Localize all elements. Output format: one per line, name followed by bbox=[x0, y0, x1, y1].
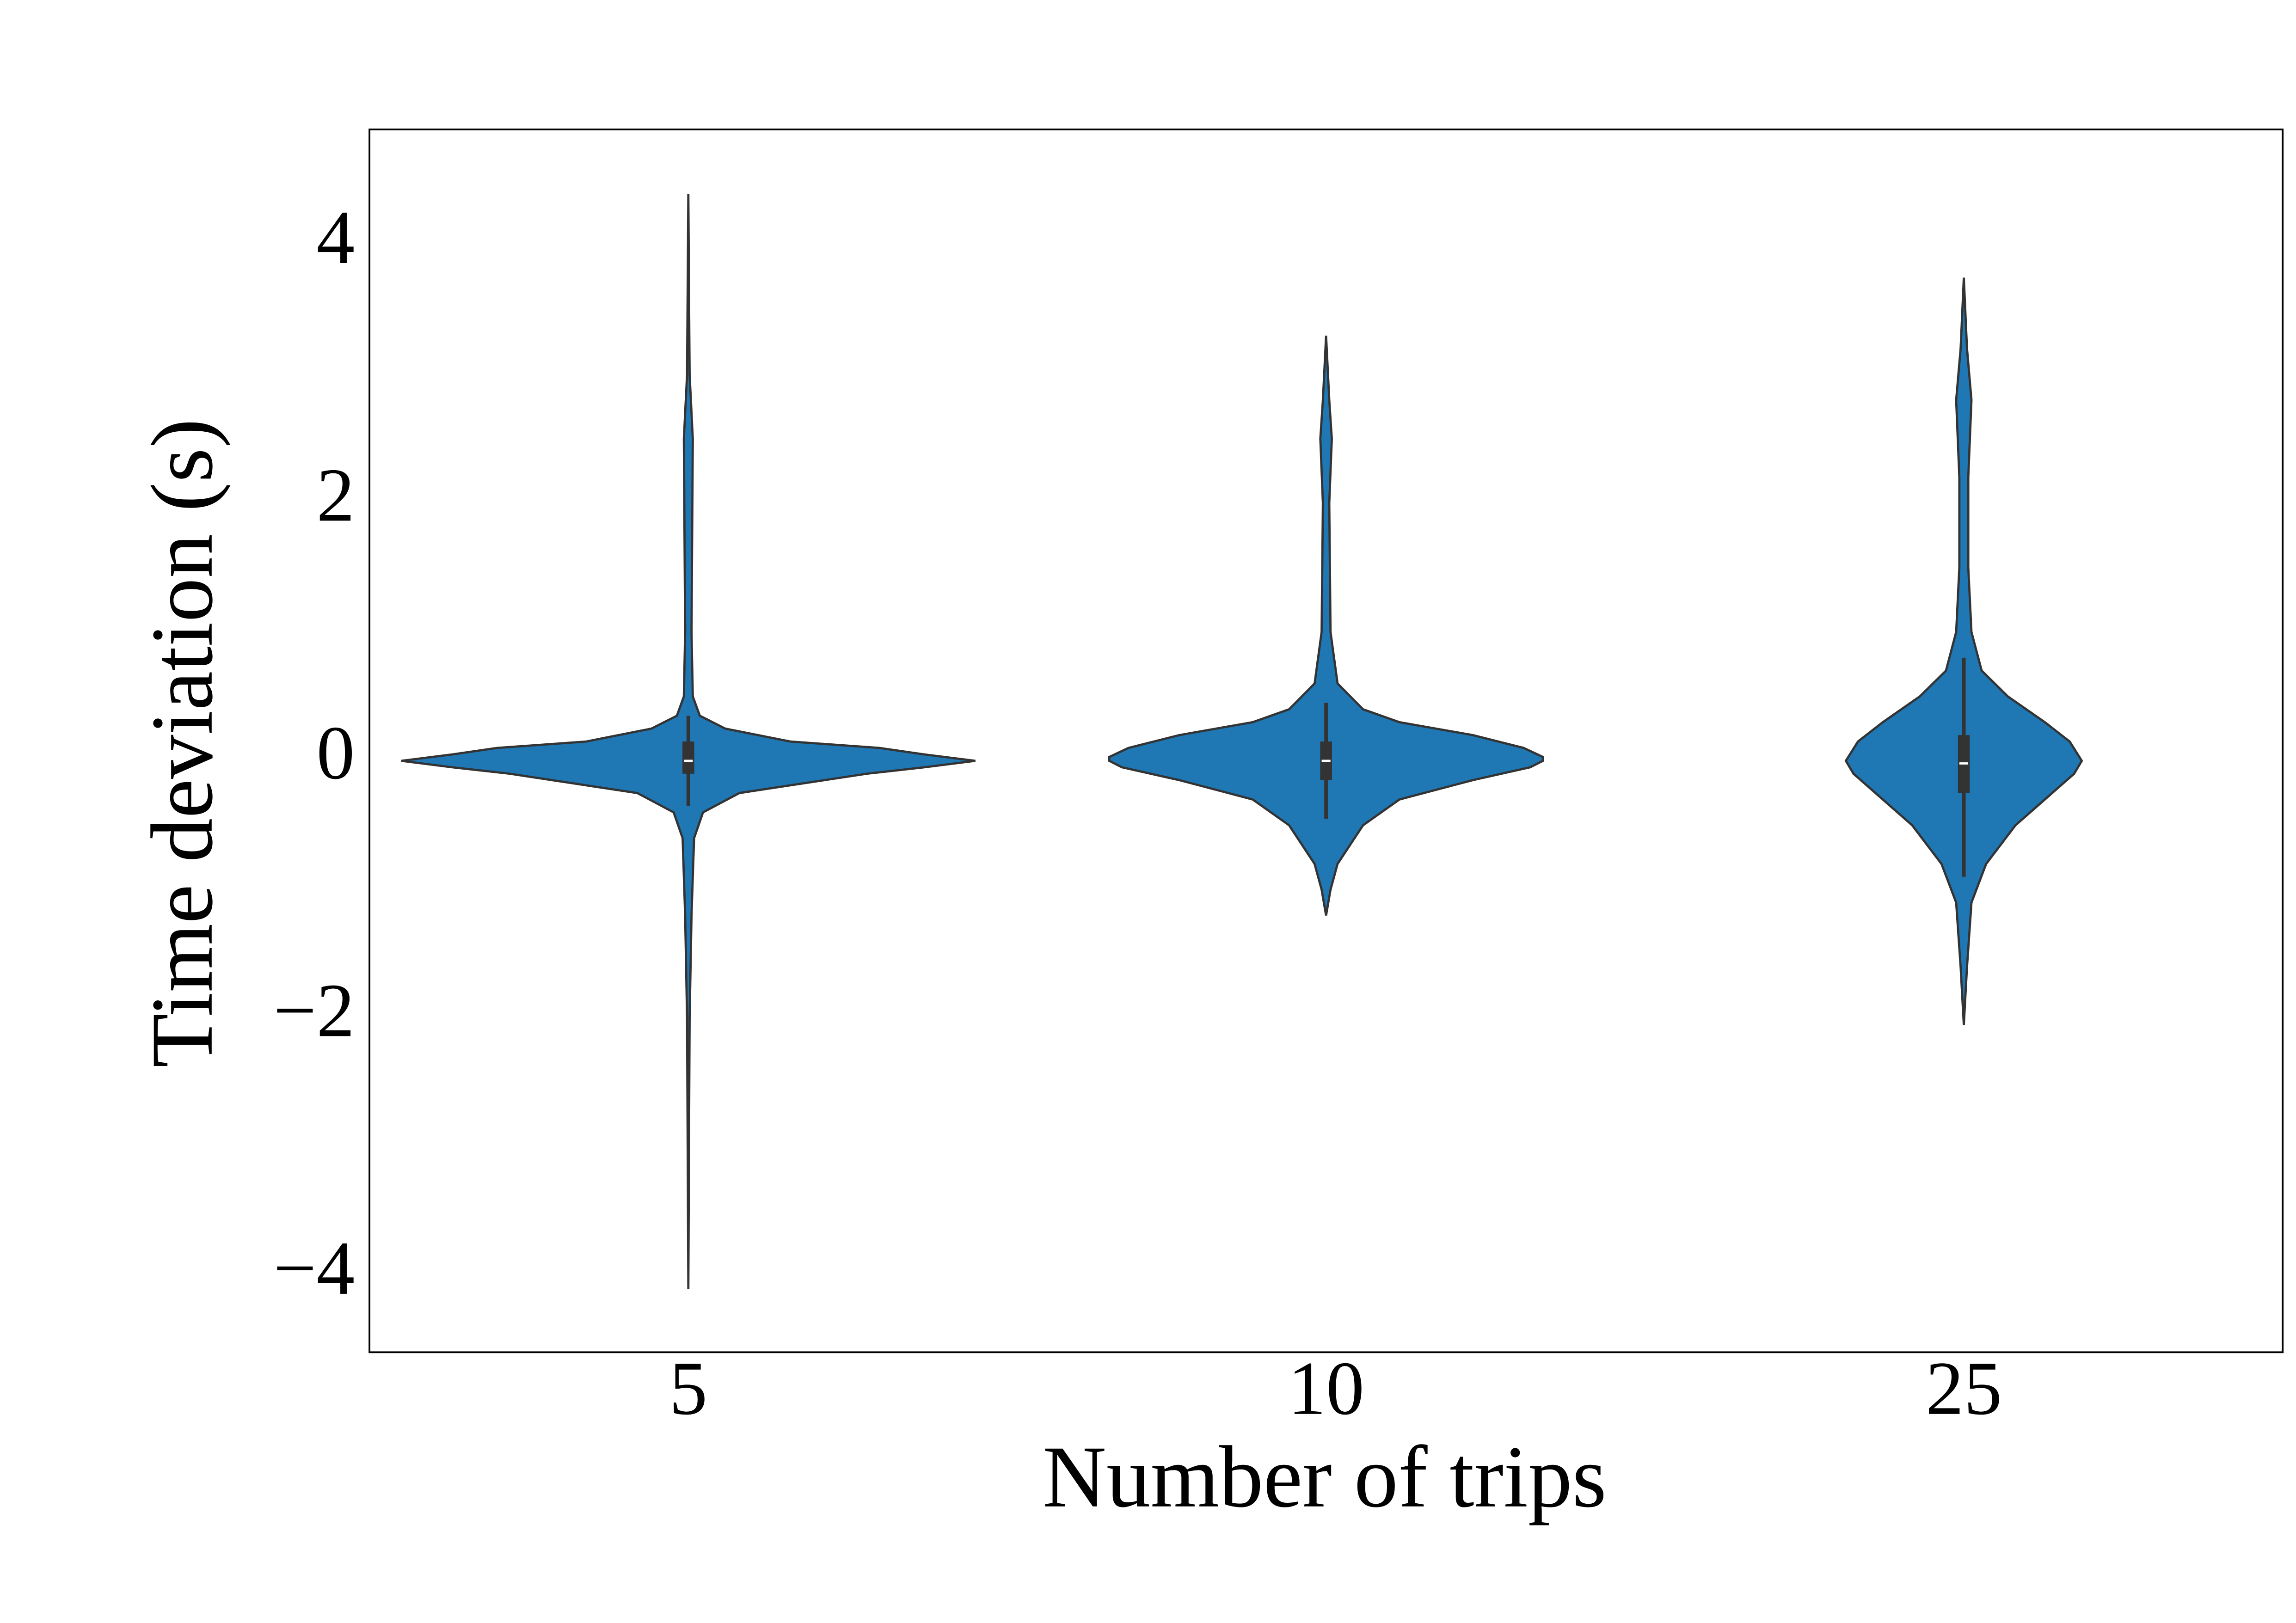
violin bbox=[1108, 335, 1544, 916]
y-tick-label: −2 bbox=[273, 968, 355, 1053]
violin bbox=[1844, 277, 2083, 1025]
x-tick-label: 10 bbox=[1288, 1346, 1364, 1431]
y-tick-label: 0 bbox=[317, 710, 355, 795]
x-tick-label: 25 bbox=[1926, 1346, 2002, 1431]
y-tick-label: 4 bbox=[317, 195, 355, 280]
x-axis-label: Number of trips bbox=[1043, 1428, 1607, 1526]
y-tick-label: 2 bbox=[317, 453, 355, 537]
x-tick-label: 5 bbox=[669, 1346, 707, 1431]
y-axis-label: Time deviation (s) bbox=[134, 419, 231, 1068]
box bbox=[682, 741, 694, 774]
y-tick-label: −4 bbox=[273, 1226, 355, 1311]
plot-frame bbox=[368, 129, 2284, 1354]
